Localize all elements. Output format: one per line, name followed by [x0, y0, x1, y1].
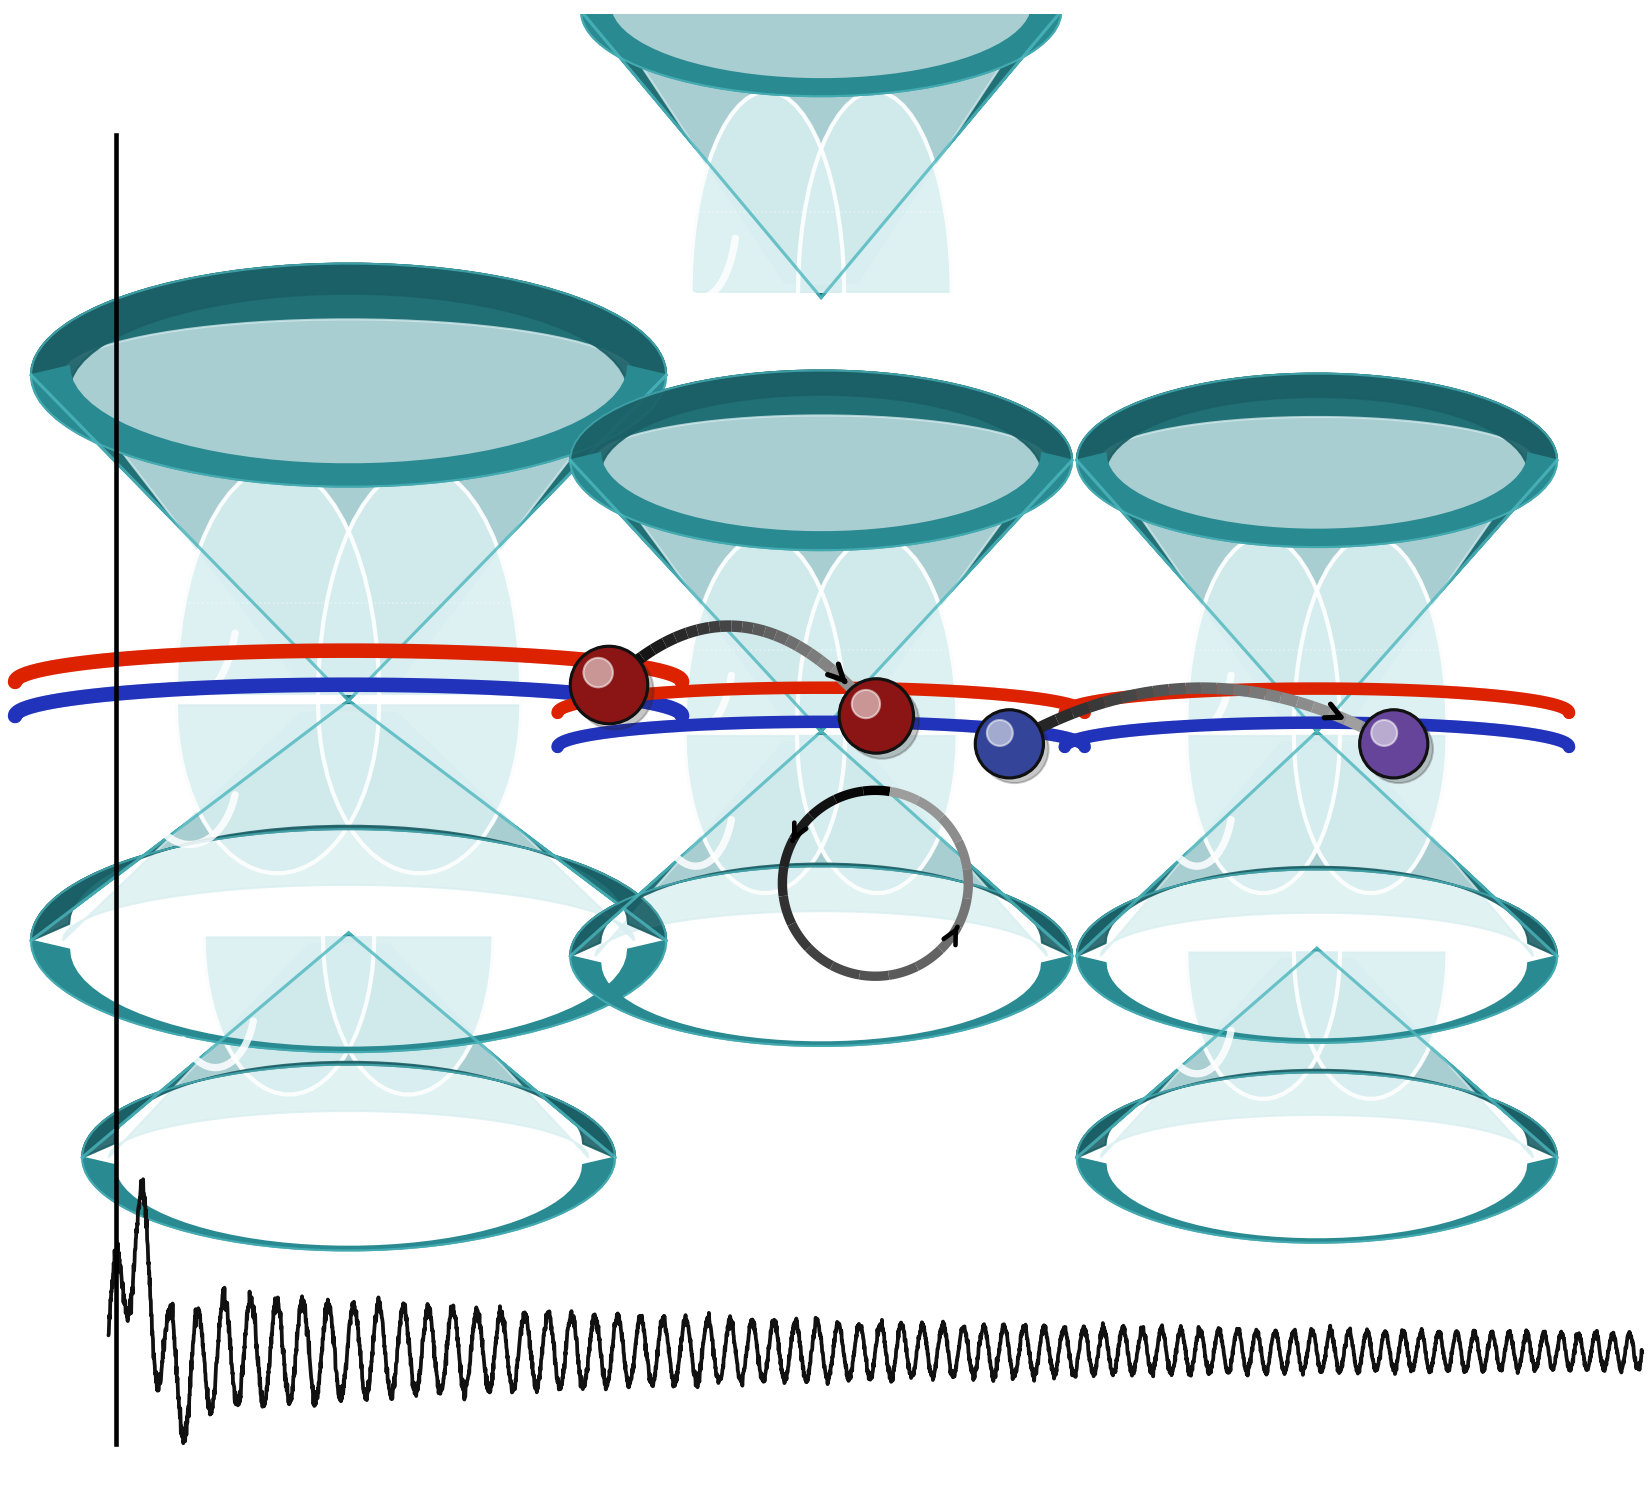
- Circle shape: [1365, 716, 1432, 783]
- Polygon shape: [31, 367, 667, 487]
- Circle shape: [1371, 720, 1398, 746]
- Polygon shape: [1077, 1070, 1558, 1157]
- Polygon shape: [1294, 737, 1447, 894]
- Polygon shape: [1077, 1157, 1558, 1243]
- Polygon shape: [31, 263, 667, 701]
- Polygon shape: [571, 864, 1072, 957]
- Polygon shape: [82, 933, 615, 1157]
- Polygon shape: [581, 4, 1061, 96]
- Polygon shape: [596, 743, 1048, 957]
- Polygon shape: [109, 945, 589, 1157]
- Circle shape: [576, 653, 653, 729]
- Polygon shape: [1101, 958, 1533, 1157]
- Polygon shape: [1294, 952, 1447, 1099]
- Polygon shape: [1077, 374, 1558, 473]
- Polygon shape: [1077, 867, 1558, 957]
- Polygon shape: [318, 705, 521, 873]
- Circle shape: [584, 657, 612, 687]
- Polygon shape: [571, 371, 1072, 732]
- Polygon shape: [1077, 454, 1558, 546]
- Polygon shape: [1186, 952, 1340, 1099]
- Polygon shape: [1077, 949, 1558, 1157]
- Circle shape: [987, 720, 1013, 746]
- Polygon shape: [177, 705, 380, 873]
- Polygon shape: [177, 467, 380, 695]
- Polygon shape: [1101, 743, 1533, 957]
- Polygon shape: [203, 937, 375, 1094]
- Circle shape: [851, 690, 879, 719]
- Polygon shape: [82, 933, 615, 1157]
- Polygon shape: [685, 536, 845, 726]
- Polygon shape: [1186, 536, 1340, 726]
- Polygon shape: [1186, 737, 1340, 894]
- Polygon shape: [318, 467, 521, 695]
- Polygon shape: [690, 91, 845, 292]
- Polygon shape: [581, 0, 1061, 298]
- Polygon shape: [1101, 418, 1533, 719]
- Polygon shape: [581, 0, 1061, 24]
- Polygon shape: [571, 957, 1072, 1046]
- Polygon shape: [571, 732, 1072, 957]
- Polygon shape: [82, 1157, 615, 1250]
- Polygon shape: [1077, 732, 1558, 957]
- Polygon shape: [31, 826, 667, 940]
- Polygon shape: [571, 371, 1072, 732]
- Polygon shape: [797, 536, 957, 726]
- Polygon shape: [31, 263, 667, 701]
- Polygon shape: [571, 732, 1072, 957]
- Polygon shape: [323, 937, 493, 1094]
- Circle shape: [840, 678, 914, 753]
- Polygon shape: [1077, 957, 1558, 1043]
- Polygon shape: [571, 371, 1072, 475]
- Circle shape: [571, 647, 648, 723]
- Polygon shape: [31, 263, 667, 392]
- Polygon shape: [606, 0, 1038, 283]
- Polygon shape: [1294, 536, 1447, 726]
- Polygon shape: [63, 713, 635, 940]
- Polygon shape: [581, 0, 1061, 298]
- Polygon shape: [1077, 374, 1558, 732]
- Polygon shape: [1077, 732, 1558, 957]
- Polygon shape: [63, 319, 635, 684]
- Circle shape: [845, 684, 919, 759]
- Polygon shape: [685, 737, 845, 894]
- Polygon shape: [82, 1061, 615, 1157]
- Polygon shape: [797, 737, 957, 894]
- Polygon shape: [31, 940, 667, 1052]
- Circle shape: [975, 710, 1043, 778]
- Polygon shape: [1077, 374, 1558, 732]
- Polygon shape: [799, 91, 952, 292]
- Polygon shape: [596, 416, 1048, 719]
- Polygon shape: [31, 701, 667, 940]
- Polygon shape: [31, 701, 667, 940]
- Polygon shape: [1077, 949, 1558, 1157]
- Polygon shape: [571, 454, 1072, 549]
- Circle shape: [980, 716, 1048, 783]
- Circle shape: [1360, 710, 1427, 778]
